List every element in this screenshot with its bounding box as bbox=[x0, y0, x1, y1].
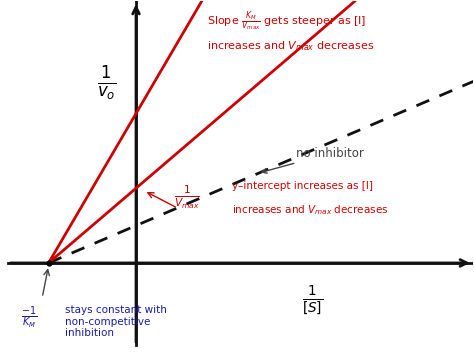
Text: $\frac{1}{v_o}$: $\frac{1}{v_o}$ bbox=[98, 65, 117, 102]
Text: y–intercept increases as [I]: y–intercept increases as [I] bbox=[232, 181, 373, 191]
Text: increases and $V_{max}$ decreases: increases and $V_{max}$ decreases bbox=[207, 39, 374, 52]
Text: $\frac{1}{[S]}$: $\frac{1}{[S]}$ bbox=[301, 284, 323, 317]
Text: Slope $\frac{K_M}{V_{max}}$ gets steeper as [I]: Slope $\frac{K_M}{V_{max}}$ gets steeper… bbox=[207, 9, 366, 33]
Text: stays constant with
non-competitive
inhibition: stays constant with non-competitive inhi… bbox=[64, 305, 166, 339]
Text: increases and $V_{max}$ decreases: increases and $V_{max}$ decreases bbox=[232, 203, 389, 217]
Text: no inhibitor: no inhibitor bbox=[262, 147, 364, 173]
Text: $\frac{1}{V_{max}}$: $\frac{1}{V_{max}}$ bbox=[174, 183, 201, 211]
Text: $\frac{-1}{K_M}$: $\frac{-1}{K_M}$ bbox=[21, 305, 37, 331]
